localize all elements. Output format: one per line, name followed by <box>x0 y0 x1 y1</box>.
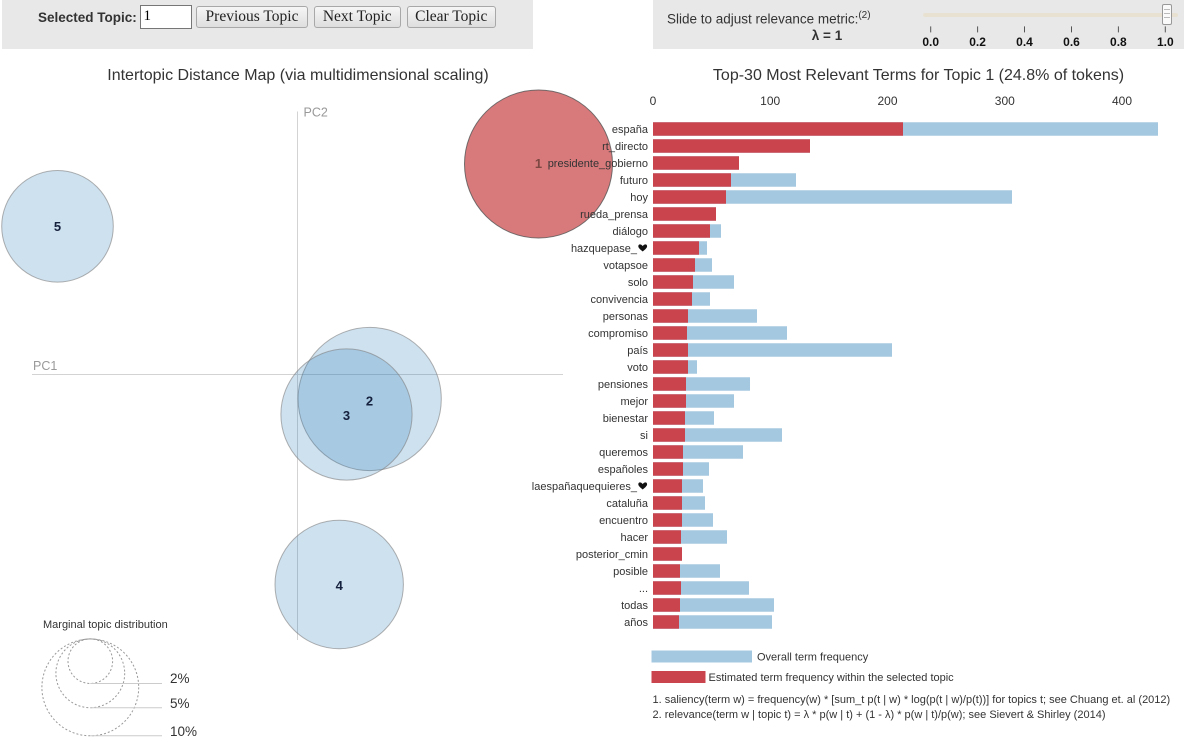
svg-text:200: 200 <box>877 94 897 108</box>
svg-text:futuro: futuro <box>620 175 648 187</box>
svg-text:encuentro: encuentro <box>599 515 648 527</box>
svg-text:rueda_prensa: rueda_prensa <box>580 209 649 221</box>
svg-text:PC1: PC1 <box>33 359 57 373</box>
svg-text:PC2: PC2 <box>304 106 328 120</box>
svg-text:0.8: 0.8 <box>1110 35 1127 49</box>
svg-text:Intertopic Distance Map (via m: Intertopic Distance Map (via multidimens… <box>107 67 489 84</box>
svg-text:2. relevance(term w | topic t): 2. relevance(term w | topic t) = λ * p(w… <box>653 709 1106 721</box>
svg-text:pensiones: pensiones <box>598 379 649 391</box>
svg-text:0.6: 0.6 <box>1063 35 1080 49</box>
svg-text:hazquepase_: hazquepase_ <box>571 243 638 255</box>
svg-text:convivencia: convivencia <box>591 294 649 306</box>
svg-text:1. saliency(term w) = frequenc: 1. saliency(term w) = frequency(w) * [su… <box>653 694 1171 706</box>
svg-text:posterior_cmin: posterior_cmin <box>576 549 648 561</box>
svg-text:2: 2 <box>366 394 373 409</box>
svg-text:personas: personas <box>603 311 649 323</box>
svg-text:Marginal topic distribution: Marginal topic distribution <box>43 619 168 631</box>
svg-text:0.4: 0.4 <box>1016 35 1033 49</box>
svg-text:hoy: hoy <box>630 192 648 204</box>
svg-text:queremos: queremos <box>599 447 648 459</box>
svg-text:españoles: españoles <box>598 464 649 476</box>
svg-text:Estimated term frequency withi: Estimated term frequency within the sele… <box>709 672 955 684</box>
svg-text:0: 0 <box>650 94 657 108</box>
svg-text:diálogo: diálogo <box>613 226 648 238</box>
svg-text:años: años <box>624 617 648 629</box>
svg-text:mejor: mejor <box>620 396 648 408</box>
svg-text:300: 300 <box>995 94 1015 108</box>
svg-text:2%: 2% <box>170 671 190 686</box>
svg-text:país: país <box>627 345 648 357</box>
svg-text:1: 1 <box>535 156 542 171</box>
svg-text:3: 3 <box>343 408 350 423</box>
svg-text:5%: 5% <box>170 696 190 711</box>
svg-text:si: si <box>640 430 648 442</box>
svg-text:laespañaquequieres_: laespañaquequieres_ <box>532 481 638 493</box>
svg-text:5: 5 <box>54 219 61 234</box>
svg-text:100: 100 <box>760 94 780 108</box>
svg-text:0.0: 0.0 <box>922 35 939 49</box>
svg-text:rt_directo: rt_directo <box>602 141 648 153</box>
svg-text:todas: todas <box>621 600 648 612</box>
svg-text:presidente_gobierno: presidente_gobierno <box>548 158 648 170</box>
svg-text:...: ... <box>639 583 648 595</box>
svg-text:compromiso: compromiso <box>588 328 648 340</box>
svg-text:votapsoe: votapsoe <box>603 260 648 272</box>
svg-text:1.0: 1.0 <box>1157 35 1174 49</box>
svg-text:posible: posible <box>613 566 648 578</box>
svg-text:400: 400 <box>1112 94 1132 108</box>
svg-text:4: 4 <box>336 578 344 593</box>
svg-text:solo: solo <box>628 277 648 289</box>
svg-text:hacer: hacer <box>620 532 648 544</box>
svg-text:voto: voto <box>627 362 648 374</box>
svg-text:Overall term frequency: Overall term frequency <box>757 652 869 664</box>
svg-text:bienestar: bienestar <box>603 413 649 425</box>
svg-text:Top-30 Most Relevant Terms for: Top-30 Most Relevant Terms for Topic 1 (… <box>713 67 1124 84</box>
svg-text:españa: españa <box>612 124 649 136</box>
svg-text:0.2: 0.2 <box>969 35 986 49</box>
svg-text:10%: 10% <box>170 724 197 739</box>
svg-text:cataluña: cataluña <box>606 498 648 510</box>
